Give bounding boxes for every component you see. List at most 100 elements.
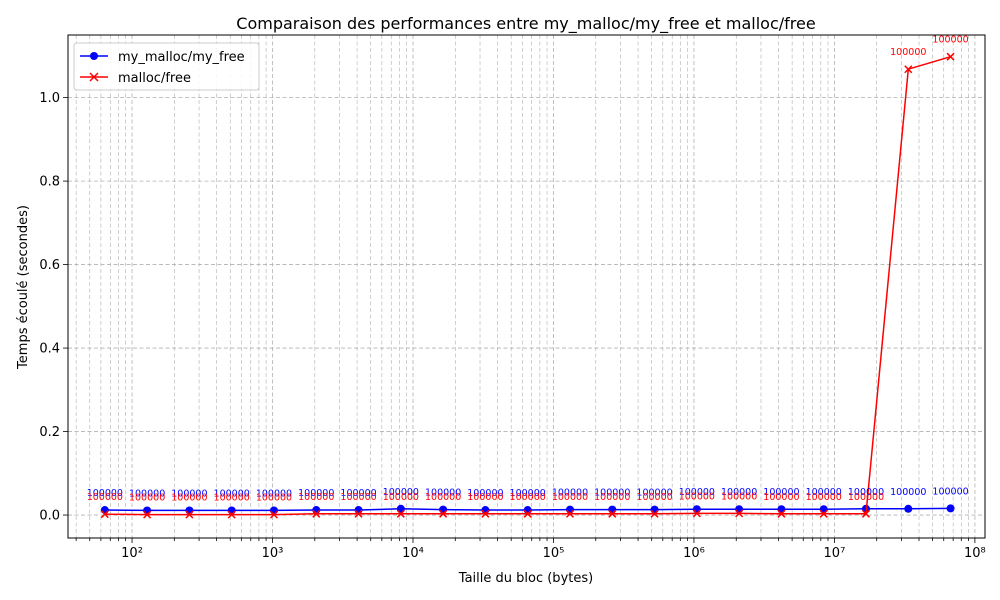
data-point-malloc (650, 509, 659, 518)
data-point-malloc (227, 510, 236, 519)
data-label-malloc: 100000 (425, 492, 461, 503)
data-point-malloc (735, 509, 744, 518)
data-label-my-malloc: 100000 (890, 487, 926, 498)
data-point-malloc (608, 509, 617, 518)
data-point-malloc (565, 509, 575, 518)
y-tick-label: 0.0 (39, 509, 60, 524)
data-point-my-malloc (735, 505, 744, 514)
data-point-malloc (143, 510, 152, 519)
data-point-my-malloc (269, 506, 278, 515)
data-label-malloc: 100000 (594, 492, 630, 503)
data-label-malloc: 100000 (340, 492, 376, 503)
legend: my_malloc/my_free malloc/free (73, 42, 260, 91)
data-label-my-malloc: 100000 (679, 487, 715, 498)
data-label-my-malloc: 100000 (467, 488, 503, 499)
data-point-malloc (777, 509, 786, 518)
data-point-my-malloc (143, 506, 152, 515)
data-label-malloc: 100000 (848, 492, 884, 503)
data-label-malloc: 100000 (552, 492, 588, 503)
legend-marker-malloc (89, 72, 99, 82)
data-label-my-malloc: 100000 (340, 488, 376, 499)
data-point-my-malloc (904, 504, 913, 513)
data-label-my-malloc: 100000 (552, 488, 588, 499)
data-label-my-malloc: 100000 (256, 488, 292, 499)
data-label-malloc: 100000 (171, 493, 207, 504)
data-point-malloc (185, 510, 194, 519)
y-tick-label: 1.0 (39, 91, 60, 106)
data-label-my-malloc: 100000 (636, 488, 672, 499)
data-label-my-malloc: 100000 (932, 486, 968, 497)
data-label-my-malloc: 100000 (298, 488, 334, 499)
data-label-malloc: 100000 (129, 493, 165, 504)
data-point-malloc (481, 509, 490, 518)
data-label-malloc: 100000 (721, 491, 757, 502)
data-label-malloc: 100000 (298, 492, 334, 503)
data-label-malloc: 100000 (636, 492, 672, 503)
data-label-my-malloc: 100000 (721, 487, 757, 498)
series-layer (100, 52, 955, 519)
data-label-my-malloc: 100000 (763, 487, 799, 498)
data-label-malloc: 100000 (763, 492, 799, 503)
data-label-malloc: 100000 (679, 491, 715, 502)
data-point-malloc (904, 65, 913, 74)
plot-frame (67, 34, 986, 539)
x-tick-label: 10⁷ (824, 546, 846, 561)
data-point-malloc (439, 509, 448, 518)
data-point-malloc (354, 509, 363, 518)
x-tick-label: 10⁴ (402, 546, 424, 561)
data-point-my-malloc (946, 504, 955, 513)
data-point-malloc (523, 509, 532, 518)
data-point-my-malloc (608, 505, 617, 514)
y-tick-label: 0.4 (39, 342, 60, 357)
data-label-malloc: 100000 (510, 492, 546, 503)
data-label-my-malloc: 100000 (425, 488, 461, 499)
data-point-my-malloc (565, 505, 574, 514)
data-label-malloc: 100000 (214, 493, 250, 504)
data-label-malloc: 100000 (890, 47, 926, 58)
legend-frame (73, 42, 260, 91)
data-point-malloc (946, 52, 955, 61)
data-point-my-malloc (439, 505, 448, 514)
x-tick-label: 10³ (262, 546, 284, 561)
data-label-my-malloc: 100000 (383, 487, 419, 498)
data-point-malloc (396, 509, 405, 518)
data-point-my-malloc (185, 506, 194, 515)
data-label-malloc: 100000 (806, 492, 842, 503)
data-point-malloc (692, 509, 701, 518)
data-label-my-malloc: 100000 (510, 488, 546, 499)
data-label-malloc: 100000 (932, 35, 968, 46)
x-tick-label: 10⁸ (964, 546, 986, 561)
data-point-malloc (100, 510, 109, 519)
x-tick-label: 10² (121, 546, 143, 561)
axis-ticks: 0.0 0.2 0.4 0.6 0.8 1.0 10² 10³ 10⁴ 10⁵ 10⁶ 10⁷ 10⁸ (39, 91, 985, 561)
grid (68, 35, 985, 538)
data-point-malloc (312, 509, 321, 518)
data-label-malloc: 100000 (256, 493, 292, 504)
data-label-my-malloc: 100000 (129, 488, 165, 499)
data-point-malloc (269, 510, 279, 519)
y-tick-label: 0.6 (39, 258, 60, 273)
data-point-my-malloc (100, 506, 109, 515)
legend-label-malloc: malloc/free (118, 71, 191, 86)
legend-marker-my-malloc (90, 52, 98, 60)
point-labels: 100000 100000 100000 100000 100000 100000 1000… (87, 35, 969, 504)
data-label-malloc: 100000 (87, 492, 123, 503)
y-tick-label: 0.8 (39, 175, 60, 190)
y-tick-label: 0.2 (39, 425, 60, 440)
data-point-my-malloc (692, 505, 701, 514)
y-axis-label: Temps écoulé (secondes) (16, 205, 31, 370)
data-point-my-malloc (650, 505, 659, 514)
legend-label-my-malloc: my_malloc/my_free (118, 50, 245, 65)
x-tick-label: 10⁵ (543, 546, 565, 561)
x-tick-label: 10⁶ (683, 546, 705, 561)
chart-title: Comparaison des performances entre my_ma… (236, 14, 815, 34)
data-point-malloc (861, 509, 871, 518)
data-label-my-malloc: 100000 (848, 487, 884, 498)
data-label-my-malloc: 100000 (214, 488, 250, 499)
data-point-malloc (819, 509, 828, 518)
data-label-my-malloc: 100000 (806, 487, 842, 498)
x-axis-label: Taille du bloc (bytes) (458, 571, 593, 586)
data-label-malloc: 100000 (467, 492, 503, 503)
